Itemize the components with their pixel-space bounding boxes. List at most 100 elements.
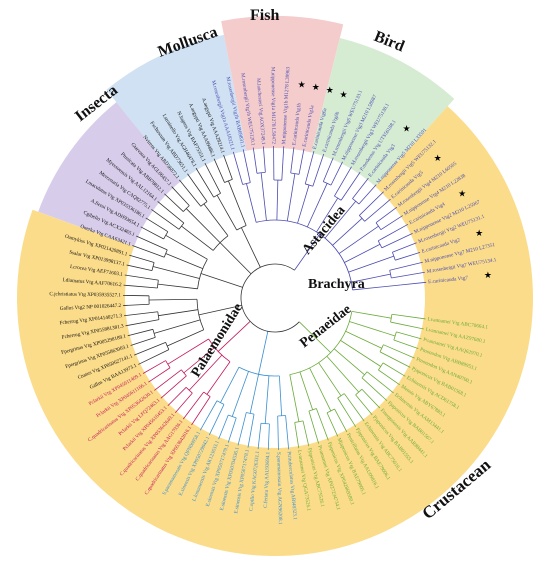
leaf-label: Gallus Vtg2 NP 001026447.2 [60, 303, 122, 312]
leaf-label: E.carinicauda Vtg1b [291, 102, 302, 145]
leaf-branch [389, 261, 423, 271]
clade-arc [151, 262, 155, 271]
leaf-branch [208, 404, 225, 436]
leaf-branch [160, 375, 187, 399]
leaf-branch [252, 147, 258, 174]
leaf-branch [382, 362, 406, 377]
star-marker: ★ [402, 123, 410, 133]
clade-branch [352, 284, 401, 291]
root-branch [198, 304, 242, 316]
leaf-branch [124, 274, 159, 281]
leaf-branch [361, 377, 388, 402]
leaf-branch [199, 400, 218, 431]
clade-branch [344, 243, 381, 263]
leaf-branch [395, 252, 421, 261]
leaf-branch [142, 360, 166, 374]
clade-branch [149, 298, 198, 301]
clade-branch [167, 338, 209, 365]
leaf-branch [262, 146, 266, 173]
clade-arc [157, 280, 159, 289]
leaf-branch [257, 423, 262, 450]
leaf-branch [129, 254, 155, 263]
label-astacidea: Astacidea [300, 203, 349, 257]
leaf-branch [130, 337, 156, 346]
clade-arc [389, 270, 392, 279]
leaf-branch [290, 147, 295, 174]
leaf-branch [396, 331, 422, 340]
clade-branch [306, 183, 328, 228]
group-arc [238, 366, 280, 377]
leaf-branch [140, 226, 164, 240]
leaf-branch [125, 319, 160, 327]
clade-branch [326, 355, 360, 393]
leaf-branch [380, 215, 403, 230]
band-bird [311, 37, 455, 187]
clade-branch [332, 218, 363, 246]
leaf-branch [343, 393, 365, 422]
clade-branch [345, 330, 382, 349]
leaf-branch [123, 303, 150, 306]
clade-branch [276, 180, 279, 221]
leaf-branch [232, 151, 244, 185]
leaf-branch [358, 184, 377, 205]
leaf-branch [187, 173, 208, 202]
clade-arc [213, 192, 221, 198]
leaf-branch [242, 149, 251, 183]
leaf-branch [167, 387, 187, 407]
leaf-branch [123, 284, 158, 289]
clade-arc [203, 391, 211, 397]
leaf-branch [302, 420, 310, 447]
leaf-branch [361, 388, 381, 409]
leaf-branch [294, 422, 300, 449]
leaf-branch [151, 209, 180, 230]
root-branch [241, 227, 261, 268]
clade-arc [337, 393, 345, 399]
clade-branch [349, 321, 396, 337]
leaf-branch [218, 414, 229, 440]
clade-branch [158, 309, 198, 317]
clade-branch [228, 180, 247, 226]
leaf-branch [330, 161, 343, 186]
clade-branch [220, 366, 240, 403]
leaf-branch [312, 153, 325, 187]
clade-branch [183, 347, 215, 374]
leaf-branch [390, 321, 424, 330]
leaf-branch [127, 328, 154, 337]
leaf-branch [145, 217, 169, 233]
clade-branch [297, 184, 310, 224]
leaf-branch [334, 408, 348, 433]
clade-arc [163, 231, 169, 240]
clade-branch [165, 253, 203, 269]
leaf-branch [364, 198, 391, 222]
clade-arc [379, 344, 384, 353]
leaf-label: C.jchristiatus Vtg XP035935527.1 [49, 291, 121, 298]
root-branch [219, 242, 252, 275]
leaf-branch [316, 408, 329, 441]
leaf-branch [337, 397, 357, 428]
leaf-branch [308, 410, 320, 444]
clade-arc [392, 252, 396, 261]
leaf-branch [179, 179, 202, 207]
clade-branch [206, 361, 231, 395]
star-marker: ★ [312, 82, 320, 92]
root-branch [200, 273, 243, 288]
leaf-branch [334, 166, 352, 197]
leaf-branch [392, 242, 417, 253]
leaf-branch [375, 206, 398, 224]
leaf-label: E.carinicauda Vtg7 [428, 275, 469, 285]
band-crustacean [17, 106, 534, 556]
leaf-branch [281, 146, 285, 181]
tree-branches [123, 146, 427, 450]
leaf-branch [326, 412, 339, 437]
clade-branch [264, 375, 270, 424]
leaf-branch [379, 351, 411, 368]
star-marker: ★ [434, 153, 442, 163]
leaf-branch [400, 281, 427, 286]
leaf-branch [191, 396, 211, 426]
taxon-color-bands [17, 15, 534, 556]
leaf-branch [223, 154, 233, 180]
clade-branch [286, 173, 296, 222]
star-marker: ★ [340, 89, 348, 99]
clade-branch [260, 172, 267, 221]
leaf-branch [148, 367, 171, 383]
